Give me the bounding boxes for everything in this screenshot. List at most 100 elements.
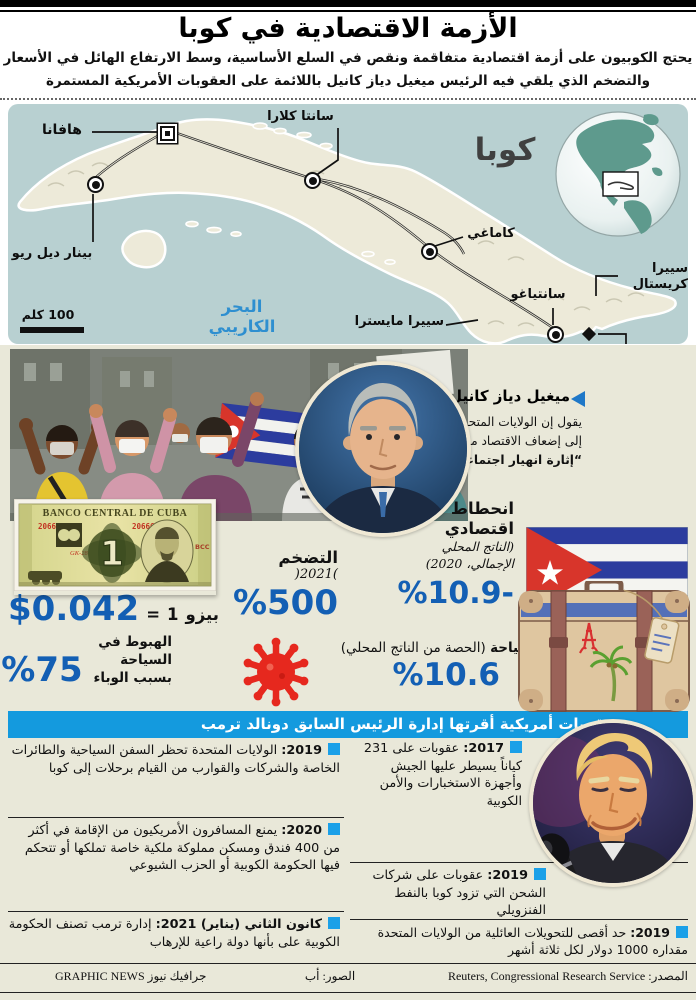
intro-line-1: يحتج الكوبيون على أزمة اقتصادية متفاقمة … [3,50,693,66]
luggage-tag [623,589,680,664]
banknote-bcc: BCC [195,543,210,551]
cuba-map: هافانا سانتا كلارا بينار ديل ريو كاماغي … [8,104,688,344]
sanction-year: 2019: [281,743,322,758]
cuba-in-box [607,181,635,191]
roads [92,128,554,329]
gdp-sub-2: الإجمالي، 2020) [425,555,514,571]
tourism-drop-l1: الهبوط في [98,634,172,650]
sanction-year: 2017: [463,741,504,756]
pinar-del-rio-marker [87,176,104,193]
diaz-canel-name: ميغيل دياز كانيل: [443,387,570,405]
sanction-text: عقوبات على شركات الشحن التي تزود كوبا با… [372,868,546,919]
label-sierra-maestra: سييرا مايسترا [354,314,444,329]
label-havana: هافانا [42,122,82,138]
tourism-drop-value: %75 [1,650,83,690]
scale-bar [20,327,84,333]
credit-latin: GRAPHIC NEWS [55,969,145,983]
globe-inset [555,111,681,237]
sierra-cristal-line2: كريستال [632,276,688,292]
trump-photo [529,719,696,887]
pointer-triangle-icon [571,391,585,407]
sanction-year: 2019: [630,925,670,940]
tourism-share-label-rest: (الحصة من الناتج المحلي) [340,640,491,656]
tourism-drop-label: الهبوط في السياحة بسبب الوباء [90,634,172,687]
cuba-map-art [17,111,681,344]
footer-rule-top [0,963,696,964]
bullet-square-icon [534,868,546,880]
scale-label: 100 كلم [21,307,75,322]
bullet-square-icon [328,917,340,929]
sanction-item: 2019: عقوبات على شركات الشحن التي تزود ك… [350,867,546,920]
sanction-year: كانون الثاني (يناير) 2021: [155,917,322,932]
inflation-period: )2021( [294,567,338,582]
label-santa-clara: سانتا كلارا [267,109,334,124]
leader-lines [92,128,627,344]
top-black-bar [0,0,696,7]
credit-arabic: جرافيك نيوز [147,969,207,983]
dotted-divider [0,98,696,100]
santiago-marker [547,326,564,343]
santa-clara-marker [304,172,321,189]
sanction-text: عقوبات على 231 كياناً يسيطر عليها الجيش … [363,741,522,809]
banknote-serial-right: 206668 [132,522,160,531]
crowd-cuban-flag [215,403,314,469]
banknote-rosette: 1 [82,523,142,583]
svg-text:1: 1 [100,534,124,574]
tourism-drop-l2: السياحة [120,651,172,668]
gdp-label-2: اقتصادي [444,519,514,539]
sanction-year: 2019: [487,868,528,883]
label-santiago: سانتياغو [510,287,566,302]
intro-line-2: والتضخم الذي يلقي فيه الرئيس ميغيل دياز … [46,73,650,89]
camaguey-marker [421,243,438,260]
sanction-item: 2019: الولايات المتحدة تحظر السفن السياح… [8,742,340,777]
banknote-serial-left: 206664 [38,522,66,531]
diaz-canel-photo [295,361,471,537]
label-caribbean-sea: البحر الكاريبي [208,297,276,336]
separator-line [8,911,344,912]
gdp-sub-1: (الناتج المحلي [441,539,514,555]
gdp-decline-stat: انحطاط اقتصادي (الناتج المحلي الإجمالي، … [382,499,514,611]
footer-rule-bottom [0,992,696,993]
graphic-news-credit: GRAPHIC NEWS جرافيك نيوز [55,969,206,984]
tourism-share-value: %10.6 [392,657,500,693]
separator-line [8,817,344,818]
suitcase-illustration [517,578,691,717]
cuba-island-shape [17,118,677,344]
inflation-value: %500 [232,583,338,623]
banknote-marti-portrait [140,519,194,583]
label-camaguey: كاماغي [467,226,515,241]
gdp-value: %10.9- [397,575,514,611]
isla-juventud-shape [121,229,167,269]
sanction-text: إدارة ترمب تصنف الحكومة الكوبية على بأنه… [8,917,340,950]
peso-number: 1 [167,605,179,624]
bullet-square-icon [676,926,688,938]
label-sierra-cristal: سييرا كريستال [612,261,688,292]
gdp-label-1: انحطاط [450,499,514,518]
sanction-year: 2020: [281,823,322,838]
sanction-item: 2019: حد أقصى للتحويلات العائلية من الول… [348,925,688,959]
inflation-label: التضخم [278,548,338,567]
inflation-stat: التضخم )2021( %500 [224,548,338,623]
tourism-share-stat: السياحة (الحصة من الناتج المحلي) %10.6 [246,640,542,693]
top-thin-rule [0,10,696,12]
suitcase-handle [584,578,624,593]
peso-banknote: BANCO CENTRAL DE CUBA 206664 206668 GK-2… [13,498,217,595]
sanction-text: الولايات المتحدة تحظر السفن السياحية وال… [11,743,340,776]
sierra-cristal-line1: سييرا [652,261,688,276]
tourism-drop-l3: بسبب الوباء [93,669,172,686]
havana-capital-marker [158,124,177,143]
bullet-square-icon [328,823,340,835]
label-country-cuba: كوبا [474,132,536,168]
banknote-plate: GK-28 [70,550,88,557]
cays [185,122,396,266]
sanction-text: حد أقصى للتحويلات العائلية من الولايات ا… [377,925,688,957]
bullet-square-icon [510,741,522,753]
sanction-text: يمنع المسافرون الأمريكيون من الإقامة في … [24,823,340,874]
sanction-item: 2017: عقوبات على 231 كياناً يسيطر عليها … [350,740,522,811]
bullet-square-icon [328,743,340,755]
separator-line [350,862,688,863]
banknote-bank-name: BANCO CENTRAL DE CUBA [43,508,188,519]
sanction-item: 2020: يمنع المسافرون الأمريكيون من الإقا… [8,822,340,875]
peso-unit: بيزو [185,605,219,624]
